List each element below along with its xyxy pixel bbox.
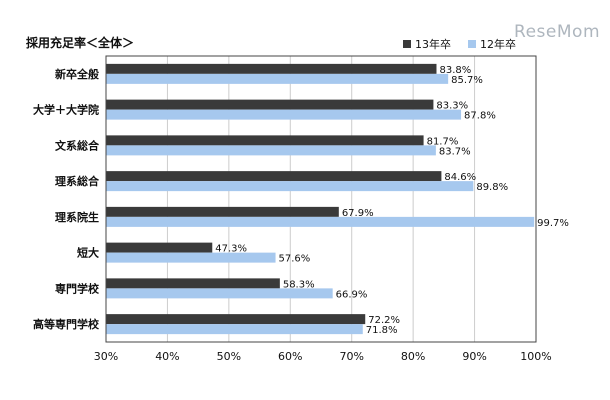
x-tick-label: 60% bbox=[278, 350, 302, 363]
legend-label-12: 12年卒 bbox=[480, 38, 516, 51]
data-label-13: 58.3% bbox=[283, 279, 315, 290]
data-label-12: 57.6% bbox=[279, 254, 311, 265]
category-label: 新卒全般 bbox=[55, 67, 99, 81]
bar-13 bbox=[106, 171, 442, 182]
bar-12 bbox=[106, 145, 436, 156]
data-label-13: 67.9% bbox=[342, 208, 374, 219]
category-label: 大学＋大学院 bbox=[33, 103, 99, 117]
x-tick-label: 40% bbox=[155, 350, 179, 363]
bar-12 bbox=[106, 109, 462, 120]
x-tick-label: 50% bbox=[217, 350, 241, 363]
bar-13 bbox=[106, 63, 437, 74]
data-label-13: 72.2% bbox=[368, 315, 400, 326]
legend-label-13: 13年卒 bbox=[415, 38, 451, 51]
bar-12 bbox=[106, 181, 474, 192]
bar-13 bbox=[106, 314, 366, 325]
legend-swatch-12 bbox=[468, 40, 476, 48]
data-label-13: 81.7% bbox=[427, 136, 459, 147]
bar-13 bbox=[106, 206, 339, 217]
x-tick-label: 100% bbox=[520, 350, 551, 363]
plot-frame bbox=[105, 55, 537, 343]
data-label-12: 87.8% bbox=[464, 111, 496, 122]
watermark-logo: ReseMom bbox=[514, 22, 600, 42]
data-label-13: 83.3% bbox=[436, 101, 468, 112]
data-label-13: 84.6% bbox=[444, 172, 476, 183]
bar-12 bbox=[106, 288, 333, 299]
bar-12 bbox=[106, 324, 363, 335]
data-label-13: 47.3% bbox=[215, 244, 247, 255]
bar-12 bbox=[106, 216, 535, 227]
category-label: 理系院生 bbox=[55, 210, 99, 224]
data-label-12: 89.8% bbox=[476, 182, 508, 193]
legend-item-13: 13年卒 bbox=[403, 36, 451, 52]
bar-12 bbox=[106, 252, 276, 263]
data-label-12: 83.7% bbox=[439, 146, 471, 157]
category-label: 理系総合 bbox=[55, 174, 100, 188]
x-tick-label: 80% bbox=[401, 350, 425, 363]
bar-13 bbox=[106, 278, 280, 289]
category-label: 専門学校 bbox=[55, 281, 100, 295]
x-tick-label: 70% bbox=[339, 350, 363, 363]
bar-13 bbox=[106, 135, 424, 146]
data-label-12: 85.7% bbox=[451, 75, 483, 86]
bar-13 bbox=[106, 242, 213, 253]
data-label-12: 66.9% bbox=[336, 289, 368, 300]
data-label-13: 83.8% bbox=[439, 65, 471, 76]
legend-swatch-13 bbox=[403, 40, 411, 48]
data-label-12: 71.8% bbox=[366, 325, 398, 336]
category-label: 短大 bbox=[77, 246, 99, 260]
x-tick-label: 90% bbox=[462, 350, 486, 363]
data-label-12: 99.7% bbox=[537, 218, 569, 229]
bar-13 bbox=[106, 99, 434, 110]
category-label: 文系総合 bbox=[55, 138, 100, 152]
category-label: 高等専門学校 bbox=[33, 317, 100, 331]
x-tick-label: 30% bbox=[94, 350, 118, 363]
legend-item-12: 12年卒 bbox=[468, 36, 516, 52]
bar-12 bbox=[106, 73, 449, 84]
chart-title: 採用充足率＜全体＞ bbox=[26, 36, 135, 50]
